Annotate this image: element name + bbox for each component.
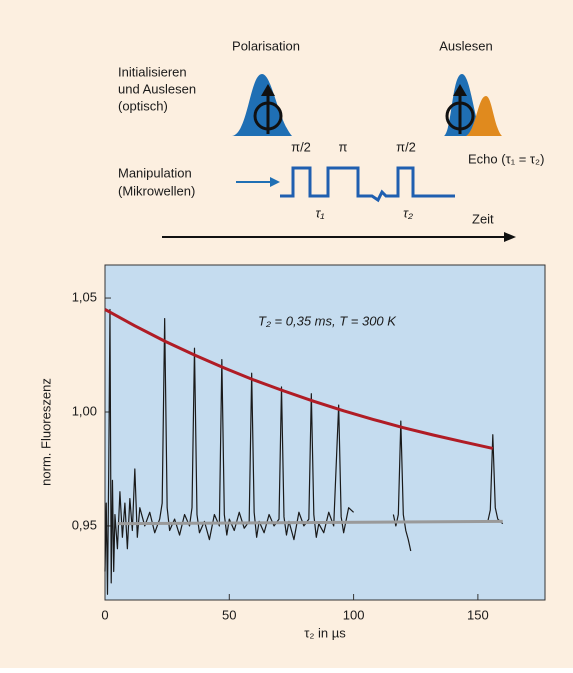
x-tick-label: 100 [343, 607, 365, 622]
manipulation-label: (Mikrowellen) [118, 183, 195, 198]
annotation: T₂ = 0,35 ms, T = 300 K [258, 313, 397, 328]
spin-arrowhead [453, 84, 467, 96]
y-tick-label: 1,00 [72, 403, 97, 418]
time-label: Zeit [472, 211, 494, 226]
y-tick-label: 0,95 [72, 517, 97, 532]
manipulation-label: Manipulation [118, 165, 192, 180]
polarisation-label: Polarisation [232, 38, 300, 53]
pulse-label: π/2 [396, 139, 416, 154]
initialize-label: (optisch) [118, 98, 168, 113]
pulse-label: π [339, 139, 348, 154]
y-axis-label: norm. Fluoreszenz [38, 378, 53, 486]
spin-arrowhead [261, 84, 275, 96]
echo-label: Echo (τ₁ = τ₂) [468, 151, 544, 166]
initialize-label: und Auslesen [118, 81, 196, 96]
x-tick-label: 150 [467, 607, 489, 622]
series-line [104, 308, 494, 450]
series-line [117, 519, 503, 526]
pulse-train [280, 166, 455, 203]
readout-label: Auslesen [439, 38, 492, 53]
y-tick-label: 1,05 [72, 289, 97, 304]
x-tick-label: 0 [101, 607, 108, 622]
orange-peak [466, 96, 502, 136]
tau-label: τ₂ [403, 205, 413, 220]
plot-area [104, 264, 546, 601]
pulse-label: π/2 [291, 139, 311, 154]
x-axis-label: τ₂ in µs [304, 625, 346, 640]
tau-label: τ₁ [316, 205, 325, 220]
time-arrowhead [504, 232, 516, 242]
x-tick-label: 50 [222, 607, 236, 622]
input-arrowhead [270, 177, 280, 187]
initialize-label: Initialisieren [118, 64, 187, 79]
chart: 0,95 1,00 1,05 0 50 100 150 [72, 289, 504, 622]
